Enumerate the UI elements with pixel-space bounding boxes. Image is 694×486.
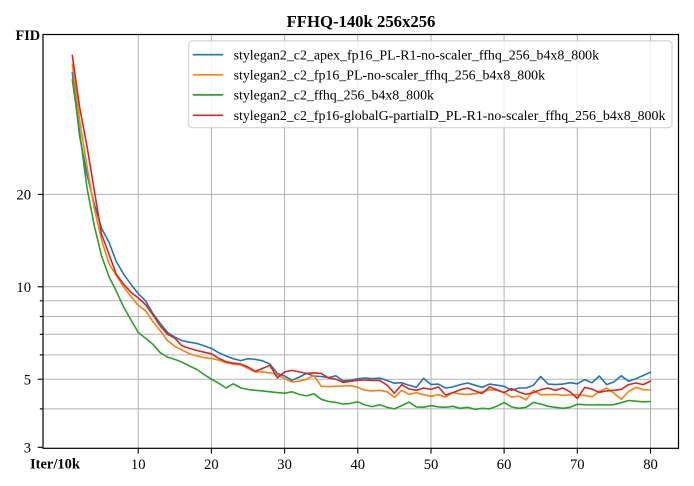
svg-text:Iter/10k: Iter/10k <box>30 457 81 473</box>
svg-text:FFHQ-140k 256x256: FFHQ-140k 256x256 <box>287 12 436 31</box>
svg-text:10: 10 <box>131 457 146 473</box>
svg-text:50: 50 <box>424 457 439 473</box>
svg-text:FID: FID <box>16 28 41 44</box>
svg-text:stylegan2_c2_fp16-globalG-part: stylegan2_c2_fp16-globalG-partialD_PL-R1… <box>234 109 666 124</box>
svg-text:20: 20 <box>16 188 31 204</box>
svg-text:80: 80 <box>643 457 658 473</box>
svg-text:stylegan2_c2_apex_fp16_PL-R1-n: stylegan2_c2_apex_fp16_PL-R1-no-scaler_f… <box>234 49 600 64</box>
svg-text:30: 30 <box>277 457 292 473</box>
svg-text:60: 60 <box>497 457 512 473</box>
svg-text:stylegan2_c2_fp16_PL-no-scaler: stylegan2_c2_fp16_PL-no-scaler_ffhq_256_… <box>234 69 546 84</box>
svg-text:70: 70 <box>570 457 585 473</box>
svg-text:stylegan2_c2_ffhq_256_b4x8_800: stylegan2_c2_ffhq_256_b4x8_800k <box>234 89 434 104</box>
svg-text:5: 5 <box>24 372 31 388</box>
svg-text:10: 10 <box>16 280 31 296</box>
svg-text:40: 40 <box>351 457 366 473</box>
svg-text:20: 20 <box>204 457 219 473</box>
svg-text:3: 3 <box>24 441 31 457</box>
